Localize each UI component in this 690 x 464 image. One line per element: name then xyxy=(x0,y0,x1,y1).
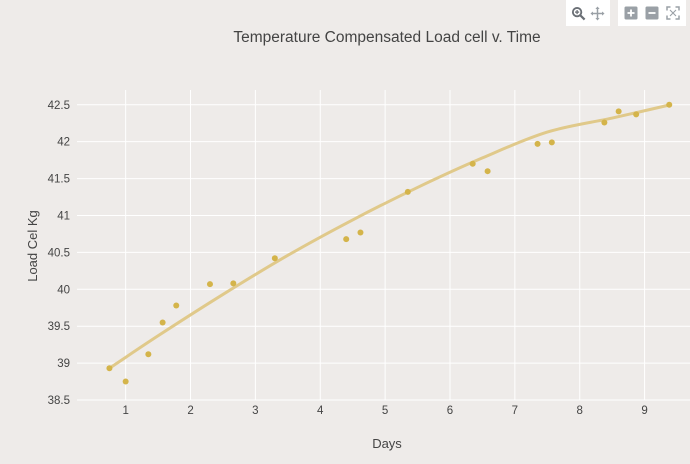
data-point[interactable] xyxy=(404,188,411,195)
data-point[interactable] xyxy=(357,229,364,236)
x-tick-label: 7 xyxy=(512,405,518,417)
modebar-group-zoom xyxy=(618,0,686,26)
x-tick-label: 1 xyxy=(122,405,128,417)
zoom-in-icon[interactable] xyxy=(622,4,640,22)
data-point[interactable] xyxy=(271,255,278,262)
y-tick-label: 39 xyxy=(57,358,70,370)
data-point[interactable] xyxy=(206,281,213,288)
data-point[interactable] xyxy=(173,302,180,309)
data-point[interactable] xyxy=(633,111,640,118)
data-point[interactable] xyxy=(601,119,608,126)
data-point[interactable] xyxy=(484,168,491,175)
data-point[interactable] xyxy=(106,365,113,372)
fit-curve xyxy=(107,103,673,370)
zoom-icon[interactable] xyxy=(570,4,588,22)
y-tick-label: 41 xyxy=(57,210,70,222)
scatter-points-layer xyxy=(106,101,673,385)
y-tick-label: 41.5 xyxy=(48,174,70,186)
x-tick-label: 8 xyxy=(577,405,583,417)
y-tick-label: 40 xyxy=(57,284,70,296)
data-point[interactable] xyxy=(666,101,673,108)
x-tick-label: 2 xyxy=(187,405,193,417)
data-point[interactable] xyxy=(343,236,350,243)
data-point[interactable] xyxy=(145,351,152,358)
autoscale-icon[interactable] xyxy=(664,4,682,22)
y-axis-title: Load Cel Kg xyxy=(25,210,40,282)
x-tick-label: 9 xyxy=(641,405,647,417)
data-point[interactable] xyxy=(230,280,237,287)
x-tick-label: 6 xyxy=(447,405,453,417)
x-tick-labels: 1 2 3 4 5 6 7 8 9 xyxy=(122,405,647,417)
chart-title: Temperature Compensated Load cell v. Tim… xyxy=(233,29,540,46)
y-tick-label: 40.5 xyxy=(48,247,70,259)
y-tick-label: 42 xyxy=(57,137,70,149)
data-point[interactable] xyxy=(469,160,476,167)
y-tick-label: 39.5 xyxy=(48,321,70,333)
data-point[interactable] xyxy=(534,140,541,147)
pan-icon[interactable] xyxy=(589,4,607,22)
grid xyxy=(77,90,690,401)
data-point[interactable] xyxy=(615,108,622,115)
modebar-group-navigation xyxy=(566,0,610,26)
x-axis-title: Days xyxy=(372,436,402,451)
x-tick-label: 4 xyxy=(317,405,324,417)
data-point[interactable] xyxy=(122,378,129,385)
fit-curve-layer xyxy=(107,103,673,370)
zoom-out-icon[interactable] xyxy=(643,4,661,22)
data-point[interactable] xyxy=(159,319,166,326)
x-tick-label: 3 xyxy=(252,405,258,417)
y-tick-label: 38.5 xyxy=(48,395,70,407)
y-tick-label: 42.5 xyxy=(48,100,70,112)
x-tick-label: 5 xyxy=(382,405,388,417)
y-tick-labels: 38.5 39 39.5 40 40.5 41 41.5 42 42.5 xyxy=(48,100,70,407)
data-point[interactable] xyxy=(548,139,555,146)
